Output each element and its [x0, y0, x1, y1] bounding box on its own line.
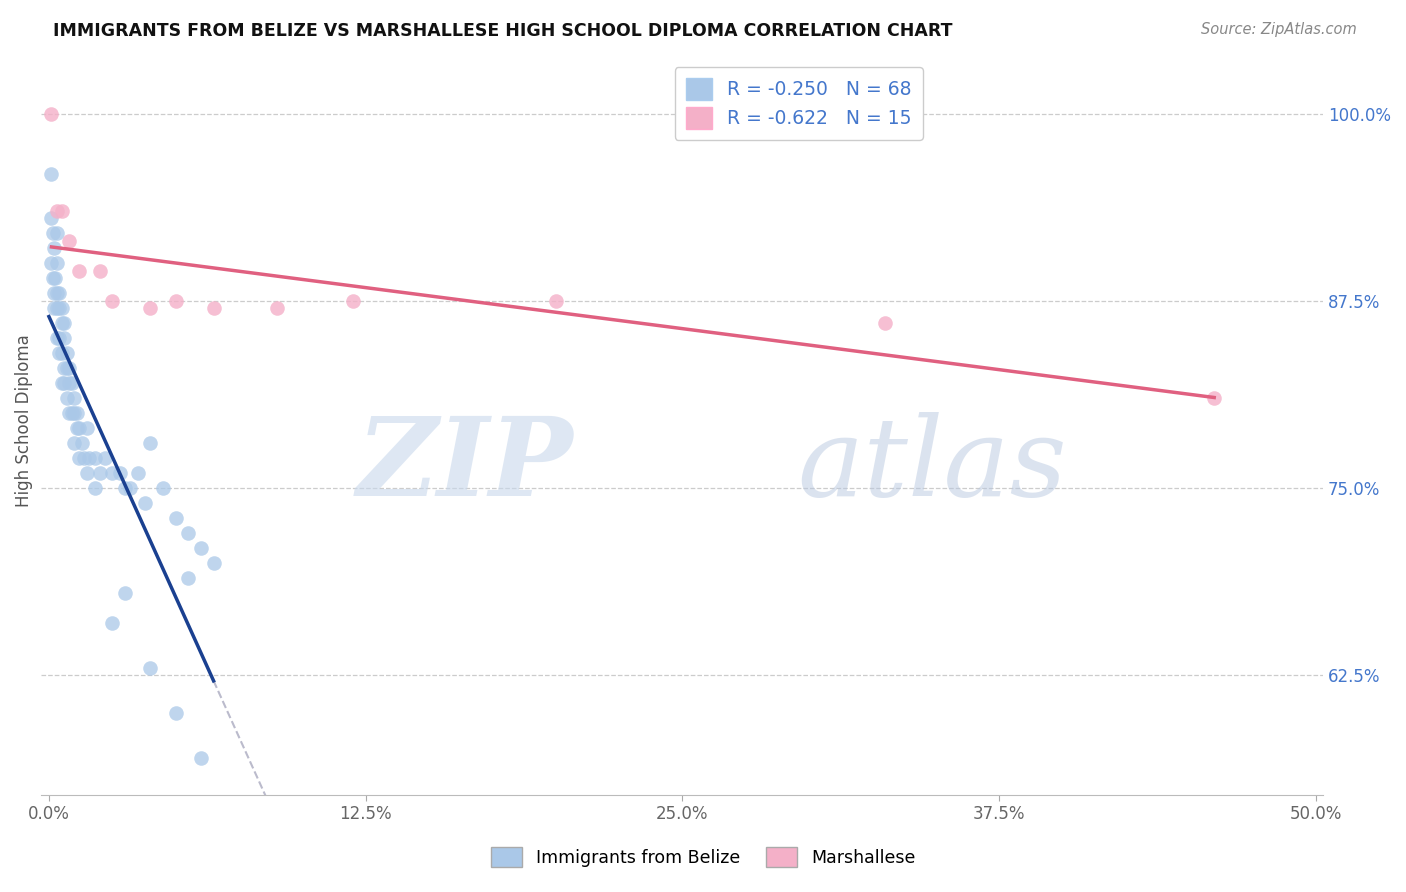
Point	[165, 706, 187, 720]
Point	[139, 436, 162, 450]
Point	[45, 256, 67, 270]
Point	[53, 316, 76, 330]
Text: Source: ZipAtlas.com: Source: ZipAtlas.com	[1201, 22, 1357, 37]
Point	[48, 331, 70, 345]
Point	[83, 481, 105, 495]
Text: IMMIGRANTS FROM BELIZE VS MARSHALLESE HIGH SCHOOL DIPLOMA CORRELATION CHART: IMMIGRANTS FROM BELIZE VS MARSHALLESE HI…	[53, 22, 953, 40]
Point	[41, 256, 63, 270]
Point	[51, 346, 73, 360]
Point	[101, 293, 124, 308]
Text: atlas: atlas	[797, 412, 1067, 519]
Point	[1204, 391, 1226, 405]
Point	[165, 293, 187, 308]
Point	[118, 481, 141, 495]
Point	[53, 361, 76, 376]
Point	[58, 406, 80, 420]
Point	[544, 293, 567, 308]
Point	[66, 406, 89, 420]
Point	[266, 301, 288, 316]
Point	[42, 301, 65, 316]
Point	[63, 391, 86, 405]
Point	[93, 451, 115, 466]
Point	[53, 331, 76, 345]
Point	[76, 466, 98, 480]
Point	[101, 615, 124, 630]
Point	[177, 571, 200, 585]
Point	[45, 204, 67, 219]
Point	[60, 376, 83, 391]
Point	[873, 316, 896, 330]
Point	[48, 286, 70, 301]
Legend: R = -0.250   N = 68, R = -0.622   N = 15: R = -0.250 N = 68, R = -0.622 N = 15	[675, 67, 922, 140]
Legend: Immigrants from Belize, Marshallese: Immigrants from Belize, Marshallese	[484, 840, 922, 874]
Point	[67, 451, 90, 466]
Point	[190, 541, 212, 555]
Point	[44, 271, 66, 285]
Point	[42, 227, 65, 241]
Point	[165, 511, 187, 525]
Point	[42, 271, 65, 285]
Point	[41, 167, 63, 181]
Point	[58, 234, 80, 248]
Point	[108, 466, 131, 480]
Point	[79, 451, 101, 466]
Point	[58, 361, 80, 376]
Text: ZIP: ZIP	[357, 412, 574, 519]
Point	[51, 204, 73, 219]
Point	[45, 286, 67, 301]
Point	[101, 466, 124, 480]
Point	[114, 481, 136, 495]
Point	[51, 376, 73, 391]
Point	[42, 286, 65, 301]
Point	[114, 586, 136, 600]
Point	[63, 406, 86, 420]
Point	[51, 301, 73, 316]
Point	[67, 421, 90, 435]
Point	[53, 376, 76, 391]
Point	[342, 293, 364, 308]
Point	[202, 301, 225, 316]
Point	[66, 421, 89, 435]
Point	[202, 556, 225, 570]
Point	[83, 451, 105, 466]
Point	[45, 227, 67, 241]
Point	[41, 211, 63, 226]
Point	[89, 264, 111, 278]
Point	[139, 301, 162, 316]
Point	[139, 661, 162, 675]
Point	[177, 525, 200, 540]
Point	[55, 391, 77, 405]
Point	[127, 466, 149, 480]
Point	[70, 436, 93, 450]
Point	[73, 451, 96, 466]
Point	[55, 361, 77, 376]
Point	[51, 316, 73, 330]
Point	[42, 241, 65, 255]
Point	[45, 331, 67, 345]
Point	[134, 496, 156, 510]
Point	[152, 481, 174, 495]
Point	[48, 346, 70, 360]
Point	[48, 301, 70, 316]
Point	[58, 376, 80, 391]
Point	[55, 346, 77, 360]
Point	[41, 106, 63, 120]
Point	[63, 436, 86, 450]
Point	[45, 301, 67, 316]
Point	[60, 406, 83, 420]
Y-axis label: High School Diploma: High School Diploma	[15, 334, 32, 507]
Point	[89, 466, 111, 480]
Point	[67, 264, 90, 278]
Point	[190, 750, 212, 764]
Point	[76, 421, 98, 435]
